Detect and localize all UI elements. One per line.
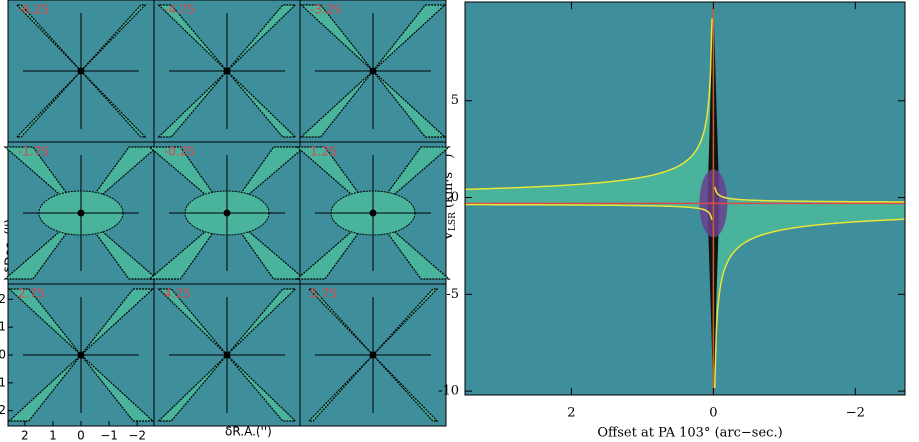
- y-tick-label: 0: [0, 348, 6, 362]
- x-axis-label: δR.A.(''): [225, 425, 272, 439]
- center-dot: [224, 352, 231, 359]
- channel-label: -6.25: [18, 3, 49, 17]
- y-tick-label: −2: [0, 403, 6, 417]
- x-tick-label: 2: [567, 406, 575, 421]
- x-tick-label: 0: [77, 429, 85, 442]
- channel-label: -3.25: [310, 3, 341, 17]
- center-dot: [224, 68, 231, 75]
- y-label-sub: LSR: [448, 212, 458, 231]
- y-tick-label: −1: [0, 375, 6, 389]
- center-dot: [78, 68, 85, 75]
- channel-label: -0.25: [164, 145, 195, 159]
- figure: δR.A.('') δDec. ('') Offset at PA 103° (…: [0, 0, 919, 442]
- channel-label: 1.25: [310, 145, 337, 159]
- center-dot: [78, 352, 85, 359]
- x-tick-label: −1: [100, 429, 118, 442]
- x-tick-label: 0: [709, 406, 717, 421]
- y-tick-label: 1: [0, 320, 6, 334]
- y-tick-label: 2: [0, 292, 6, 306]
- channel-label: -4.75: [164, 3, 195, 17]
- channel-label: 5.75: [310, 287, 337, 301]
- channel-label: 4.25: [164, 287, 191, 301]
- x-tick-label: −2: [846, 406, 865, 421]
- channel-label: 2.75: [18, 287, 45, 301]
- center-dot: [224, 210, 231, 217]
- y-tick-label: 0: [451, 190, 459, 205]
- center-dot: [370, 68, 377, 75]
- y-tick-label: -5: [446, 287, 459, 302]
- center-dot: [370, 352, 377, 359]
- x-tick-label: 2: [21, 429, 29, 442]
- plot-area: [430, 2, 919, 395]
- y-tick-label: 5: [451, 93, 459, 108]
- y-tick-label: -10: [438, 384, 459, 399]
- x-tick-label: −2: [128, 429, 146, 442]
- channel-label: -1.75: [18, 145, 49, 159]
- center-dot: [370, 210, 377, 217]
- x-tick-label: 1: [49, 429, 57, 442]
- x-axis-label: Offset at PA 103° (arc−sec.): [597, 426, 782, 441]
- center-dot: [78, 210, 85, 217]
